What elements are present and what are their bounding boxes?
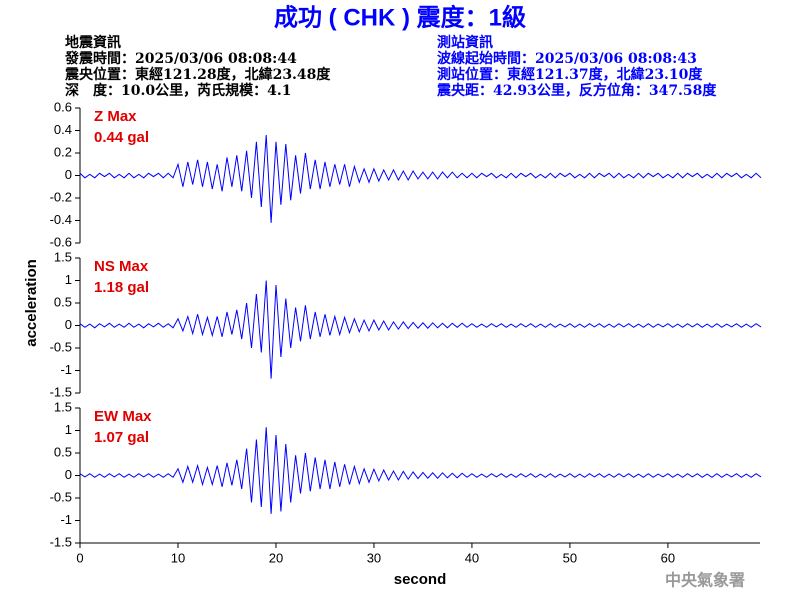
y-tick-label: 0	[65, 317, 72, 332]
y-tick-label: -1	[60, 512, 72, 527]
chart-title: 成功 ( CHK ) 震度：1級	[274, 3, 526, 31]
y-tick-label: 0.4	[54, 122, 72, 137]
y-tick-label: 1	[65, 272, 72, 287]
max-annotation: Z Max	[94, 108, 137, 125]
info-line: 波線起始時間：2025/03/06 08:08:43	[437, 50, 697, 67]
y-tick-label: 1.5	[54, 249, 72, 264]
y-tick-label: -1.5	[50, 384, 72, 399]
info-line: 深 度：10.0公里，芮氏規模：4.1	[65, 82, 291, 99]
y-tick-label: -0.5	[50, 489, 72, 504]
y-tick-label: -0.6	[50, 234, 72, 249]
y-tick-label: 1	[65, 422, 72, 437]
y-tick-label: -0.5	[50, 339, 72, 354]
max-annotation: 1.07 gal	[94, 429, 149, 446]
x-axis-label: second	[394, 571, 447, 588]
y-axis-label: acceleration	[23, 259, 40, 347]
info-line: 震央距：42.93公里，反方位角：347.58度	[436, 82, 717, 99]
waveform	[79, 134, 762, 223]
info-line: 發震時間：2025/03/06 08:08:44	[64, 50, 297, 67]
x-tick-label: 20	[269, 550, 283, 565]
info-line: 測站位置：東經121.37度，北緯23.10度	[437, 66, 703, 83]
x-tick-label: 30	[367, 550, 381, 565]
max-annotation: 1.18 gal	[94, 279, 149, 296]
x-tick-label: 0	[76, 550, 83, 565]
max-annotation: EW Max	[94, 408, 152, 425]
y-tick-label: 0	[65, 167, 72, 182]
y-tick-label: -1.5	[50, 534, 72, 549]
y-tick-label: 0.5	[54, 444, 72, 459]
info-line: 測站資訊	[437, 34, 493, 51]
y-tick-label: 0.5	[54, 294, 72, 309]
x-tick-label: 60	[661, 550, 675, 565]
x-tick-label: 10	[171, 550, 185, 565]
y-tick-label: 0.2	[54, 144, 72, 159]
y-tick-label: 0	[65, 467, 72, 482]
info-line: 地震資訊	[65, 34, 121, 51]
y-tick-label: -1	[60, 362, 72, 377]
waveform	[79, 427, 762, 514]
max-annotation: 0.44 gal	[94, 129, 149, 146]
x-tick-label: 40	[465, 550, 479, 565]
waveform	[79, 280, 762, 379]
y-tick-label: 1.5	[54, 399, 72, 414]
info-line: 震央位置：東經121.28度，北緯23.48度	[64, 66, 331, 83]
y-tick-label: 0.6	[54, 99, 72, 114]
max-annotation: NS Max	[94, 258, 149, 275]
y-tick-label: -0.4	[50, 212, 72, 227]
x-tick-label: 50	[563, 550, 577, 565]
y-tick-label: -0.2	[50, 189, 72, 204]
footer: 中央氣象署	[665, 571, 745, 590]
